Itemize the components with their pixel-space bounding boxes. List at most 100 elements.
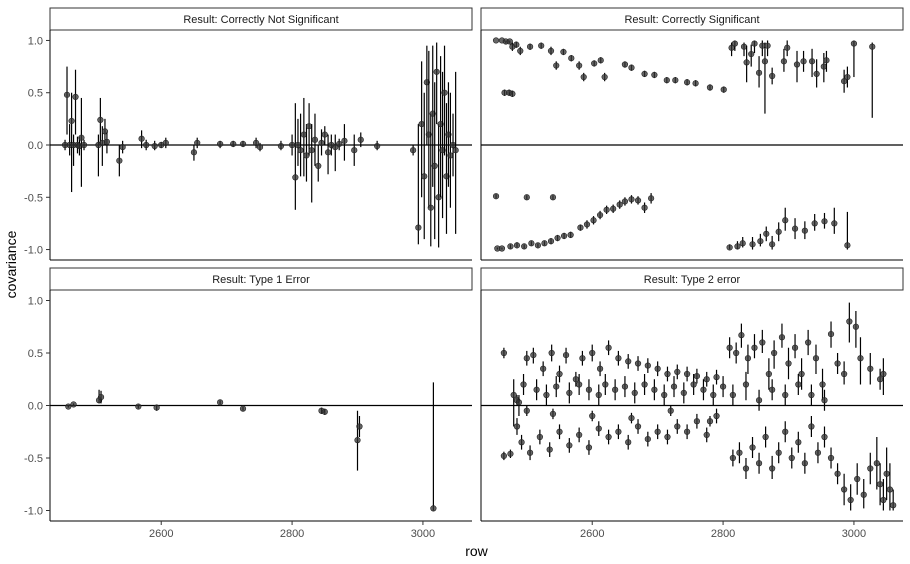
data-point	[603, 206, 610, 213]
data-point	[742, 381, 750, 388]
data-point	[549, 410, 557, 418]
data-point	[690, 381, 697, 388]
data-point	[589, 349, 596, 357]
data-point	[135, 403, 142, 410]
data-point	[526, 43, 534, 50]
data-point	[308, 147, 315, 154]
data-point	[664, 370, 671, 378]
data-point	[880, 496, 887, 504]
data-point	[292, 174, 299, 181]
data-point	[356, 423, 363, 430]
data-point	[755, 397, 763, 404]
data-point	[70, 401, 77, 408]
data-point	[880, 370, 887, 378]
data-point	[357, 136, 364, 143]
data-point	[805, 339, 812, 346]
data-point	[538, 42, 545, 49]
data-point	[841, 486, 848, 493]
data-point	[743, 59, 750, 66]
data-point	[566, 442, 573, 449]
data-point	[510, 391, 517, 399]
data-point	[513, 242, 521, 249]
data-point	[780, 58, 788, 65]
data-point	[726, 244, 733, 251]
data-point	[654, 428, 661, 435]
data-point	[813, 70, 820, 78]
data-point	[80, 141, 88, 149]
data-point	[628, 64, 635, 71]
data-point	[515, 399, 523, 406]
data-point	[782, 217, 789, 224]
data-point	[520, 381, 527, 388]
data-point	[547, 47, 555, 55]
data-point	[703, 431, 710, 439]
data-point	[97, 394, 105, 401]
data-point	[138, 135, 145, 142]
data-point	[560, 232, 568, 240]
data-point	[785, 360, 792, 367]
data-point	[311, 136, 319, 143]
data-point	[341, 137, 348, 144]
data-point	[596, 211, 604, 219]
data-point	[823, 57, 830, 64]
data-point	[324, 149, 332, 156]
data-point	[590, 217, 597, 224]
data-point	[528, 240, 535, 247]
data-point	[543, 391, 550, 399]
data-point	[749, 241, 756, 248]
data-point	[576, 431, 583, 439]
data-point	[692, 80, 699, 87]
data-point	[153, 404, 160, 411]
data-point	[749, 444, 756, 451]
data-point	[579, 355, 586, 362]
data-point	[597, 57, 604, 64]
data-point	[720, 86, 727, 93]
data-point	[771, 349, 778, 357]
data-point	[507, 243, 514, 250]
data-point	[867, 465, 874, 472]
y-tick-label: -0.5	[24, 453, 43, 465]
data-point	[844, 73, 851, 81]
data-point	[877, 481, 884, 488]
data-point	[801, 227, 808, 234]
data-point	[536, 433, 543, 441]
data-point	[541, 240, 548, 247]
data-point	[703, 376, 710, 383]
data-point	[556, 428, 563, 435]
data-point	[239, 140, 247, 148]
data-point	[769, 386, 776, 393]
data-point	[277, 142, 285, 150]
data-point	[518, 439, 525, 446]
data-point	[808, 391, 815, 399]
data-point	[869, 43, 876, 50]
data-point	[663, 77, 670, 84]
x-tick-label: 2600	[149, 528, 173, 540]
data-point	[762, 433, 769, 441]
data-point	[693, 418, 701, 425]
data-point	[610, 205, 617, 212]
data-point	[239, 405, 247, 412]
data-point	[530, 352, 537, 359]
data-point	[795, 381, 802, 388]
data-point	[602, 381, 609, 388]
data-point	[814, 449, 822, 456]
data-point	[506, 38, 513, 45]
data-point	[143, 141, 150, 149]
data-point	[710, 391, 717, 399]
y-tick-label: -0.5	[24, 192, 43, 204]
data-point	[585, 386, 593, 393]
data-point	[667, 407, 674, 414]
data-point	[793, 61, 801, 68]
panel-3: Result: Type 1 Error -1.0 -0.5 0.0 0.5 1.0 260…	[24, 267, 473, 540]
data-point	[297, 147, 304, 154]
data-point	[755, 69, 763, 76]
data-point	[846, 318, 853, 325]
data-point	[764, 42, 771, 49]
data-point	[540, 365, 547, 372]
data-point	[778, 334, 786, 341]
data-point	[674, 368, 681, 376]
data-point	[631, 389, 638, 397]
data-point	[615, 355, 622, 362]
y-tick-label: 0.0	[28, 401, 43, 413]
data-point	[300, 131, 307, 138]
